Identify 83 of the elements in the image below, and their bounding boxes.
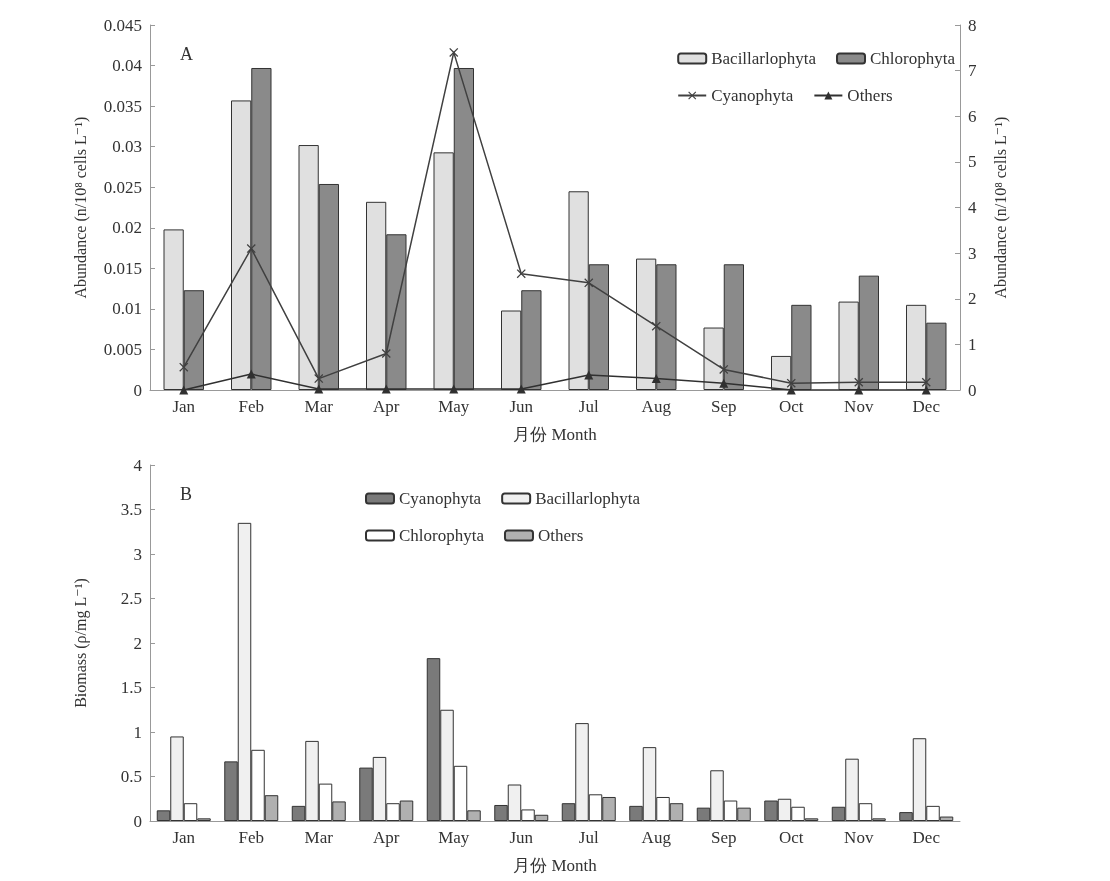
point bbox=[381, 384, 391, 394]
y-tick-label: 4 bbox=[133, 455, 143, 475]
x-axis-title: 月份 Month bbox=[513, 856, 598, 875]
y-tick-label: 0.01 bbox=[112, 299, 142, 319]
y-tick-label: 2 bbox=[133, 633, 142, 653]
y2-tick-label: 1 bbox=[968, 334, 977, 354]
point bbox=[921, 385, 931, 395]
x-tick-label: Aug bbox=[641, 397, 672, 416]
x-tick-label: Jan bbox=[172, 828, 196, 847]
x-tick-label: Jun bbox=[509, 828, 534, 847]
x-tick-label: Feb bbox=[238, 397, 264, 416]
y-tick-label: 2.5 bbox=[120, 589, 142, 608]
point bbox=[651, 321, 661, 331]
y-tick-label: 1 bbox=[133, 722, 142, 742]
legend-label: Chlorophyta bbox=[870, 49, 956, 68]
x-tick-label: Apr bbox=[373, 397, 400, 416]
point bbox=[449, 47, 459, 57]
point bbox=[246, 369, 256, 379]
point bbox=[314, 374, 324, 384]
y2-tick-label: 0 bbox=[968, 380, 977, 400]
y-tick-label: 0.04 bbox=[112, 56, 143, 76]
legend-label: Cyanophyta bbox=[399, 489, 482, 508]
y-tick-label: 0.005 bbox=[103, 339, 142, 359]
x-tick-label: Feb bbox=[238, 828, 264, 847]
point bbox=[786, 385, 796, 395]
x-tick-label: Apr bbox=[373, 828, 400, 847]
y-tick-label: 0.045 bbox=[103, 15, 142, 35]
x-tick-label: Jan bbox=[172, 397, 196, 416]
legend-label: Chlorophyta bbox=[399, 526, 485, 545]
x-tick-label: Jul bbox=[578, 397, 599, 416]
x-tick-label: Jul bbox=[578, 828, 599, 847]
y-axis-title: Biomass (ρ/mg L⁻¹) bbox=[71, 578, 90, 708]
y-tick-label: 0.02 bbox=[112, 218, 142, 238]
point bbox=[381, 349, 391, 358]
x-tick-label: Mar bbox=[304, 397, 334, 416]
y-tick-label: 0.035 bbox=[103, 96, 142, 116]
y2-tick-label: 3 bbox=[968, 243, 977, 263]
point bbox=[449, 384, 459, 394]
y-tick-label: 0.03 bbox=[112, 137, 142, 157]
legend-label: Bacillarlophyta bbox=[535, 489, 641, 508]
y-tick-label: 0.015 bbox=[103, 258, 142, 278]
x-tick-label: Mar bbox=[304, 828, 334, 847]
x-tick-label: Oct bbox=[778, 397, 804, 416]
x-tick-label: May bbox=[438, 828, 470, 847]
y2-tick-label: 2 bbox=[968, 289, 977, 309]
x-tick-label: Nov bbox=[844, 397, 874, 416]
y-tick-label: 3 bbox=[133, 544, 142, 564]
point bbox=[719, 364, 729, 374]
y2-axis-title: Abundance (n/10⁸ cells L⁻¹) bbox=[991, 116, 1010, 299]
x-tick-label: Dec bbox=[912, 397, 941, 416]
legend-label: Cyanophyta bbox=[711, 86, 794, 105]
x-tick-label: Sep bbox=[711, 828, 737, 847]
y-tick-label: 3.5 bbox=[120, 500, 142, 519]
point bbox=[854, 385, 864, 395]
x-tick-label: Aug bbox=[641, 828, 672, 847]
x-tick-label: May bbox=[438, 397, 470, 416]
x-axis-title: 月份 Month bbox=[513, 425, 598, 444]
x-tick-label: Sep bbox=[711, 397, 737, 416]
y2-tick-label: 7 bbox=[968, 61, 977, 81]
x-tick-label: Oct bbox=[778, 828, 804, 847]
legend-label: Others bbox=[847, 86, 893, 105]
y2-tick-label: 4 bbox=[968, 198, 977, 217]
point bbox=[719, 378, 729, 388]
point bbox=[314, 384, 324, 394]
annotation: B bbox=[180, 484, 193, 504]
y-tick-label: 1.5 bbox=[120, 678, 142, 697]
x-tick-label: Dec bbox=[912, 828, 941, 847]
x-tick-label: Nov bbox=[844, 828, 874, 847]
x-tick-label: Jun bbox=[509, 397, 534, 416]
y-tick-label: 0 bbox=[133, 811, 142, 831]
y2-tick-label: 8 bbox=[968, 15, 977, 35]
point bbox=[516, 384, 526, 394]
y2-tick-label: 5 bbox=[968, 152, 977, 172]
legend-label: Others bbox=[537, 526, 584, 545]
annotation: A bbox=[180, 44, 193, 64]
point bbox=[246, 244, 256, 254]
y-tick-label: 0.5 bbox=[120, 767, 142, 786]
legend-label: Bacillarlophyta bbox=[711, 49, 817, 68]
point bbox=[179, 385, 189, 395]
y-tick-label: 0 bbox=[133, 380, 142, 400]
y2-tick-label: 6 bbox=[968, 106, 977, 126]
y-tick-label: 0.025 bbox=[103, 177, 142, 197]
y-axis-title: Abundance (n/10⁸ cells L⁻¹) bbox=[71, 116, 90, 299]
